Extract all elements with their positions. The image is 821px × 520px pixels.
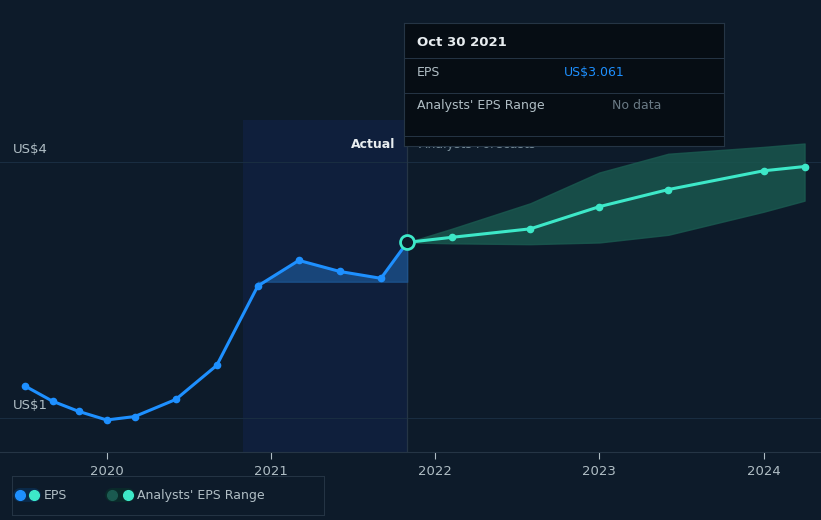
Text: No data: No data <box>612 99 662 112</box>
Text: Analysts Forecasts: Analysts Forecasts <box>419 138 535 151</box>
Text: US$4: US$4 <box>13 144 48 157</box>
Bar <box>243 120 407 452</box>
Text: US$1: US$1 <box>13 399 48 412</box>
Text: US$3.061: US$3.061 <box>564 66 625 79</box>
Text: Analysts' EPS Range: Analysts' EPS Range <box>137 489 264 502</box>
Text: Actual: Actual <box>351 138 396 151</box>
Text: EPS: EPS <box>417 66 440 79</box>
Text: Analysts' EPS Range: Analysts' EPS Range <box>417 99 544 112</box>
Text: Oct 30 2021: Oct 30 2021 <box>417 35 507 48</box>
Text: EPS: EPS <box>44 489 67 502</box>
